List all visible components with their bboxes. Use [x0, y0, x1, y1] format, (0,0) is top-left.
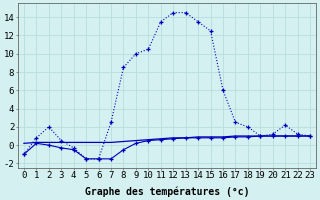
X-axis label: Graphe des températures (°c): Graphe des températures (°c) [85, 186, 249, 197]
